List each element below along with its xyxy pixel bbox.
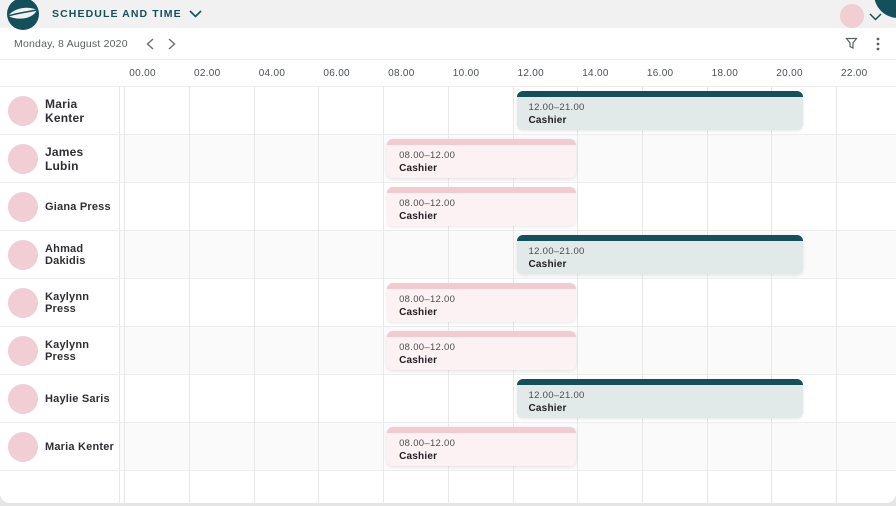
employee-name: Maria Kenter	[45, 440, 115, 453]
schedule-grid: Maria Kenter 12.00–21.00 Cashier James L…	[0, 86, 896, 503]
employee-row: Haylie Saris 12.00–21.00 Cashier	[0, 375, 896, 423]
hour-label: 02.00	[194, 68, 221, 79]
employee-row: Maria Kenter 12.00–21.00 Cashier	[0, 87, 896, 135]
employee-cell: Giana Press	[0, 183, 120, 230]
shift-time: 08.00–12.00	[399, 150, 456, 161]
top-app-bar: SCHEDULE AND TIME	[0, 0, 896, 30]
employee-timeline: 12.00–21.00 Cashier	[120, 231, 896, 278]
hour-label: 18.00	[711, 68, 739, 79]
employee-timeline: 08.00–12.00 Cashier	[120, 327, 896, 374]
employee-cell: Haylie Saris	[0, 375, 120, 422]
shift-role: Cashier	[528, 259, 567, 270]
shift-time: 08.00–12.00	[399, 342, 456, 353]
hour-label: 00.00	[129, 68, 156, 79]
shift-block[interactable]: 08.00–12.00 Cashier	[387, 139, 577, 178]
employee-avatar	[8, 95, 38, 126]
shift-block[interactable]: 08.00–12.00 Cashier	[387, 187, 577, 226]
more-options-button[interactable]	[874, 35, 882, 53]
employee-row: James Lubin 08.00–12.00 Cashier	[0, 135, 896, 183]
employee-row: Kaylynn Press 08.00–12.00 Cashier	[0, 279, 896, 327]
employee-timeline: 12.00–21.00 Cashier	[120, 87, 896, 134]
shift-role: Cashier	[528, 115, 567, 126]
employee-name: Haylie Saris	[45, 392, 110, 405]
employee-name: Maria Kenter	[45, 96, 85, 125]
employee-avatar	[8, 335, 38, 366]
employee-cell: Maria Kenter	[0, 423, 120, 470]
shift-time: 12.00–21.00	[528, 246, 585, 257]
hour-label: 14.00	[582, 68, 609, 79]
employee-row: Giana Press 08.00–12.00 Cashier	[0, 183, 896, 231]
hour-label: 16.00	[646, 68, 674, 79]
chevron-left-icon	[146, 37, 154, 50]
shift-time: 08.00–12.00	[399, 198, 456, 209]
hour-label: 22.00	[841, 68, 868, 79]
employee-avatar	[8, 431, 38, 462]
hour-label: 10.00	[452, 68, 480, 79]
shift-block[interactable]: 08.00–12.00 Cashier	[387, 427, 577, 466]
employee-avatar	[8, 383, 38, 414]
shift-time: 08.00–12.00	[399, 438, 456, 449]
employee-row	[0, 471, 896, 503]
shift-role: Cashier	[399, 451, 438, 462]
shift-role: Cashier	[399, 307, 438, 318]
employee-avatar	[8, 191, 38, 222]
employee-cell: Kaylynn Press	[0, 279, 120, 326]
shift-role: Cashier	[528, 403, 567, 414]
kebab-menu-icon	[876, 37, 880, 50]
employee-cell: James Lubin	[0, 135, 120, 182]
filter-button[interactable]	[843, 35, 860, 52]
shift-block[interactable]: 08.00–12.00 Cashier	[387, 283, 577, 322]
employee-cell: Kaylynn Press	[0, 327, 120, 374]
employee-row: Ahmad Dakidis 12.00–21.00 Cashier	[0, 231, 896, 279]
shift-role: Cashier	[399, 163, 438, 174]
user-avatar[interactable]	[840, 4, 864, 28]
employee-avatar	[8, 239, 38, 270]
app-section-menu[interactable]: SCHEDULE AND TIME	[52, 8, 202, 20]
chevron-down-icon	[189, 10, 202, 18]
employee-row: Kaylynn Press 08.00–12.00 Cashier	[0, 327, 896, 375]
employee-timeline	[120, 471, 896, 503]
employee-cell: Maria Kenter	[0, 87, 120, 134]
employee-name: Kaylynn Press	[45, 290, 90, 315]
shift-time: 12.00–21.00	[528, 390, 585, 401]
hour-label: 20.00	[776, 68, 803, 79]
employee-name: James Lubin	[45, 144, 84, 173]
employee-cell: Ahmad Dakidis	[0, 231, 120, 278]
prev-day-button[interactable]	[142, 36, 158, 52]
employee-timeline: 12.00–21.00 Cashier	[120, 375, 896, 422]
shift-block[interactable]: 12.00–21.00 Cashier	[516, 91, 803, 130]
date-toolbar: Monday, 8 August 2020	[0, 28, 896, 60]
hour-label: 08.00	[388, 68, 415, 79]
app-section-label: SCHEDULE AND TIME	[52, 8, 182, 20]
employee-timeline: 08.00–12.00 Cashier	[120, 279, 896, 326]
employee-name: Ahmad Dakidis	[45, 242, 86, 267]
shift-block[interactable]: 08.00–12.00 Cashier	[387, 331, 577, 370]
employee-cell	[0, 471, 120, 503]
hour-label: 06.00	[323, 68, 350, 79]
employee-timeline: 08.00–12.00 Cashier	[120, 183, 896, 230]
filter-funnel-icon	[845, 37, 858, 49]
employee-timeline: 08.00–12.00 Cashier	[120, 423, 896, 470]
user-menu-chevron-down-icon[interactable]	[869, 13, 882, 21]
employee-name: Kaylynn Press	[45, 338, 90, 363]
employee-avatar	[8, 287, 38, 318]
chevron-right-icon	[168, 37, 176, 50]
shift-time: 12.00–21.00	[528, 102, 585, 113]
timeline-hour-header: 00.00 02.00 04.00 06.00 08.00 10.00 12.00 14.00…	[0, 60, 896, 86]
employee-timeline: 08.00–12.00 Cashier	[120, 135, 896, 182]
hour-label: 04.00	[258, 68, 286, 79]
shift-block[interactable]: 12.00–21.00 Cashier	[516, 379, 803, 418]
hour-label: 12.00	[517, 68, 545, 79]
employee-name: Giana Press	[45, 200, 111, 213]
app-logo-icon	[7, 0, 39, 30]
shift-block[interactable]: 12.00–21.00 Cashier	[516, 235, 803, 274]
shift-time: 08.00–12.00	[399, 294, 456, 305]
next-day-button[interactable]	[164, 36, 180, 52]
date-label: Monday, 8 August 2020	[14, 37, 128, 50]
shift-role: Cashier	[399, 355, 438, 366]
employee-row: Maria Kenter 08.00–12.00 Cashier	[0, 423, 896, 471]
shift-role: Cashier	[399, 211, 438, 222]
employee-avatar	[8, 143, 38, 174]
